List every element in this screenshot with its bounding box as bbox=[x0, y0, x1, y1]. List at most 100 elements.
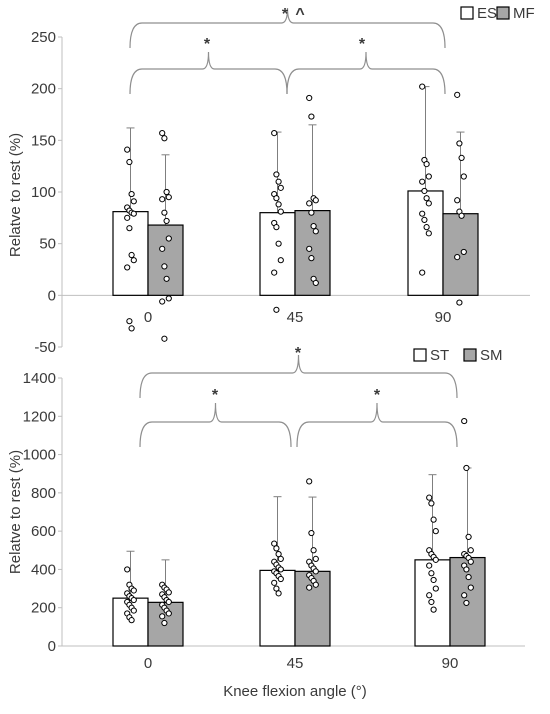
legend-swatch-st bbox=[413, 348, 427, 362]
significance-marker: * bbox=[359, 36, 366, 53]
data-point bbox=[467, 558, 474, 565]
data-point bbox=[308, 255, 315, 262]
data-point bbox=[273, 224, 280, 231]
data-point bbox=[310, 547, 317, 554]
chart-panel-bottom: 0 200 400 600 800 1000 1200 1400 Relatve to rest… bbox=[7, 345, 525, 700]
data-point bbox=[423, 161, 430, 168]
data-point bbox=[461, 592, 468, 599]
data-point bbox=[463, 566, 470, 573]
data-point bbox=[312, 568, 319, 575]
y-tick-label: 200 bbox=[31, 81, 56, 98]
data-point bbox=[460, 248, 467, 256]
data-point bbox=[419, 178, 426, 185]
y-axis-label: Relatve to rest (%) bbox=[7, 450, 24, 574]
significance-bracket bbox=[139, 402, 292, 448]
significance-marker: * bbox=[295, 345, 302, 362]
data-point bbox=[277, 257, 284, 264]
significance-bracket bbox=[129, 7, 446, 49]
data-point bbox=[130, 257, 137, 264]
data-point bbox=[419, 83, 426, 90]
data-point bbox=[312, 197, 319, 204]
data-point bbox=[306, 245, 313, 252]
significance-bracket bbox=[129, 51, 288, 95]
data-point bbox=[275, 590, 282, 597]
data-point bbox=[432, 528, 439, 535]
legend-label-st: ST bbox=[430, 347, 449, 364]
data-point bbox=[428, 570, 435, 577]
data-point bbox=[277, 555, 284, 563]
data-point bbox=[277, 208, 284, 215]
data-point bbox=[454, 254, 461, 261]
legend-swatch-sm bbox=[463, 348, 477, 362]
x-tick-label: 90 bbox=[442, 655, 459, 672]
x-tick-label: 0 bbox=[144, 655, 152, 672]
x-tick-label: 45 bbox=[287, 655, 304, 672]
data-point bbox=[161, 619, 168, 627]
data-point bbox=[306, 200, 313, 207]
data-point bbox=[430, 576, 437, 584]
data-point bbox=[426, 562, 433, 569]
data-point bbox=[312, 555, 319, 563]
data-point bbox=[454, 197, 461, 204]
data-point bbox=[275, 240, 282, 247]
y-tick-label: 50 bbox=[39, 236, 56, 253]
data-point bbox=[124, 146, 131, 153]
data-point bbox=[275, 551, 282, 558]
y-tick-label: 1200 bbox=[23, 408, 56, 425]
data-point bbox=[461, 417, 468, 425]
data-point bbox=[130, 210, 137, 217]
data-point bbox=[310, 223, 317, 230]
data-point bbox=[124, 566, 131, 573]
y-tick-label: 0 bbox=[48, 287, 56, 304]
data-point bbox=[126, 225, 133, 232]
y-tick-label: 150 bbox=[31, 132, 56, 149]
data-point bbox=[419, 269, 426, 276]
data-point bbox=[426, 592, 433, 599]
significance-bracket bbox=[286, 51, 446, 95]
data-point bbox=[432, 585, 439, 592]
data-point bbox=[273, 171, 280, 178]
data-point bbox=[128, 617, 135, 624]
significance-marker: * bbox=[282, 6, 289, 23]
data-point bbox=[159, 298, 166, 305]
significance-marker: * bbox=[374, 387, 381, 404]
y-tick-label: 100 bbox=[31, 184, 56, 201]
data-point bbox=[312, 581, 319, 588]
data-point bbox=[130, 596, 137, 604]
significance-marker: * bbox=[212, 387, 219, 404]
legend-swatch-es bbox=[460, 6, 474, 20]
data-point bbox=[463, 464, 470, 472]
x-tick-label: 90 bbox=[435, 309, 452, 326]
y-tick-label: 1400 bbox=[23, 370, 56, 387]
significance-marker: ^ bbox=[295, 6, 304, 23]
data-point bbox=[425, 230, 432, 237]
y-axis-label: Relatve to rest (%) bbox=[7, 133, 24, 257]
data-point bbox=[128, 325, 135, 332]
data-point bbox=[275, 178, 282, 185]
data-point bbox=[428, 500, 435, 507]
y-tick-label: 600 bbox=[31, 523, 56, 540]
data-point bbox=[308, 209, 315, 216]
data-point bbox=[456, 299, 463, 306]
data-point bbox=[165, 589, 172, 596]
bar-es bbox=[407, 190, 444, 296]
y-tick-label: 200 bbox=[31, 600, 56, 617]
significance-marker: * bbox=[204, 36, 211, 53]
data-point bbox=[467, 547, 474, 554]
data-point bbox=[273, 306, 280, 313]
data-point bbox=[419, 210, 426, 217]
data-point bbox=[421, 187, 428, 195]
data-point bbox=[458, 212, 465, 219]
bar-mf bbox=[442, 213, 479, 296]
data-point bbox=[312, 228, 319, 235]
data-point bbox=[271, 130, 278, 137]
data-point bbox=[423, 224, 430, 231]
data-point bbox=[161, 263, 168, 270]
data-point bbox=[161, 135, 168, 142]
data-point bbox=[130, 587, 137, 594]
data-point bbox=[124, 264, 131, 271]
data-point bbox=[306, 94, 313, 102]
data-point bbox=[161, 335, 168, 342]
data-point bbox=[456, 140, 463, 147]
